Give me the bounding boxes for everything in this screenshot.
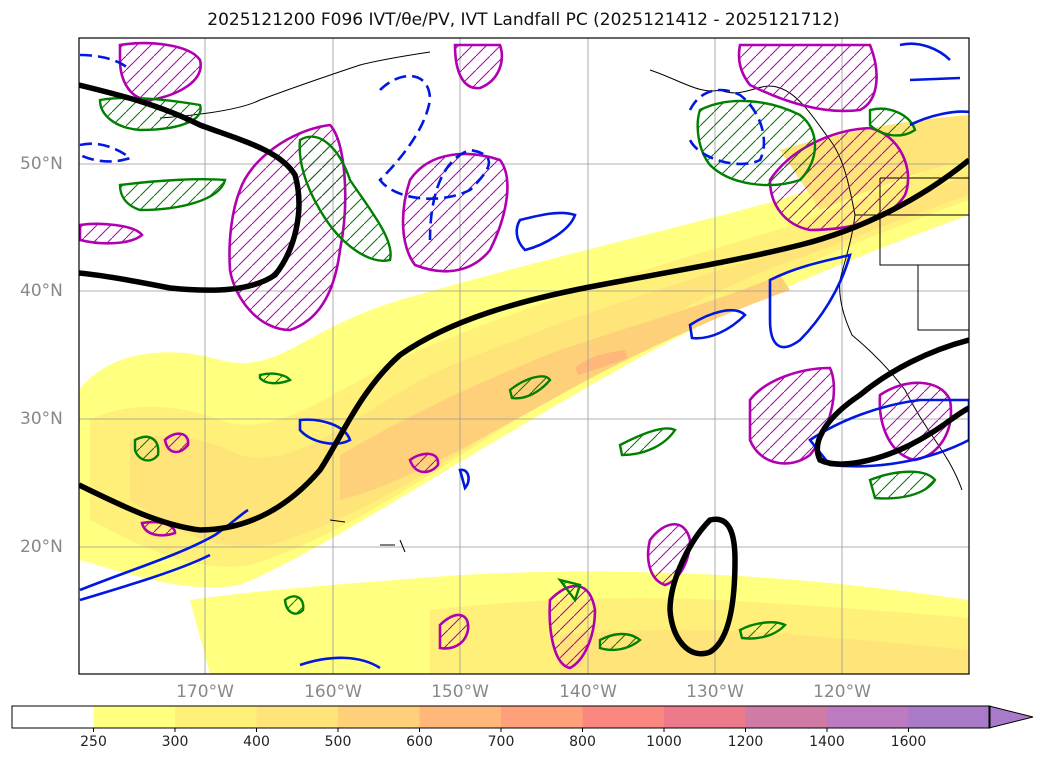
lat-label-50: 50°N xyxy=(20,154,63,174)
colorbar-segment xyxy=(338,706,420,728)
magenta-contours xyxy=(79,41,953,670)
lon-label-130w: 130°W xyxy=(686,682,744,702)
colorbar-tick-label: 1000 xyxy=(646,734,682,750)
map-frame-border xyxy=(78,37,970,675)
colorbar-extend-arrow xyxy=(988,705,1034,729)
colorbar-segment xyxy=(745,706,828,728)
colorbar-tick-label: 500 xyxy=(324,734,352,750)
figure-title: 2025121200 F096 IVT/θe/PV, IVT Landfall … xyxy=(0,10,1047,30)
lat-label-20: 20°N xyxy=(20,537,63,557)
colorbar-tick-label: 700 xyxy=(487,734,515,750)
lon-label-150w: 150°W xyxy=(431,682,489,702)
colorbar-segment xyxy=(93,706,176,728)
black-contours xyxy=(79,82,969,657)
colorbar-segment xyxy=(908,706,991,728)
colorbar-tick-label: 250 xyxy=(80,734,107,750)
colorbar-tick-label: 800 xyxy=(569,734,596,750)
lon-label-140w: 140°W xyxy=(559,682,617,702)
colorbar-tick-label: 1200 xyxy=(727,734,764,750)
colorbar-tick-label: 400 xyxy=(243,734,270,750)
title-text: 2025121200 F096 IVT/θe/PV, IVT Landfall … xyxy=(207,10,840,30)
lon-label-160w: 160°W xyxy=(304,682,362,702)
colorbar-segment xyxy=(582,706,665,728)
colorbar-tick-label: 1600 xyxy=(890,734,927,750)
blue-contours xyxy=(79,42,969,670)
lat-label-40: 40°N xyxy=(20,281,63,301)
lon-label-120w: 120°W xyxy=(813,682,871,702)
colorbar-tick-label: 600 xyxy=(406,734,433,750)
green-contours xyxy=(98,96,937,652)
colorbar-segment xyxy=(256,706,339,728)
lon-label-170w: 170°W xyxy=(176,682,234,702)
lat-label-30: 30°N xyxy=(20,409,63,429)
colorbar xyxy=(11,705,1034,732)
colorbar-tick-label: 1400 xyxy=(809,734,845,750)
colorbar-segment xyxy=(12,706,94,728)
colorbar-segment xyxy=(827,706,909,728)
colorbar-tick-label: 300 xyxy=(161,734,189,750)
gridlines xyxy=(79,38,969,674)
colorbar-segment xyxy=(664,706,746,728)
colorbar-segment xyxy=(175,706,257,728)
colorbar-segment xyxy=(419,706,502,728)
colorbar-segment xyxy=(501,706,583,728)
